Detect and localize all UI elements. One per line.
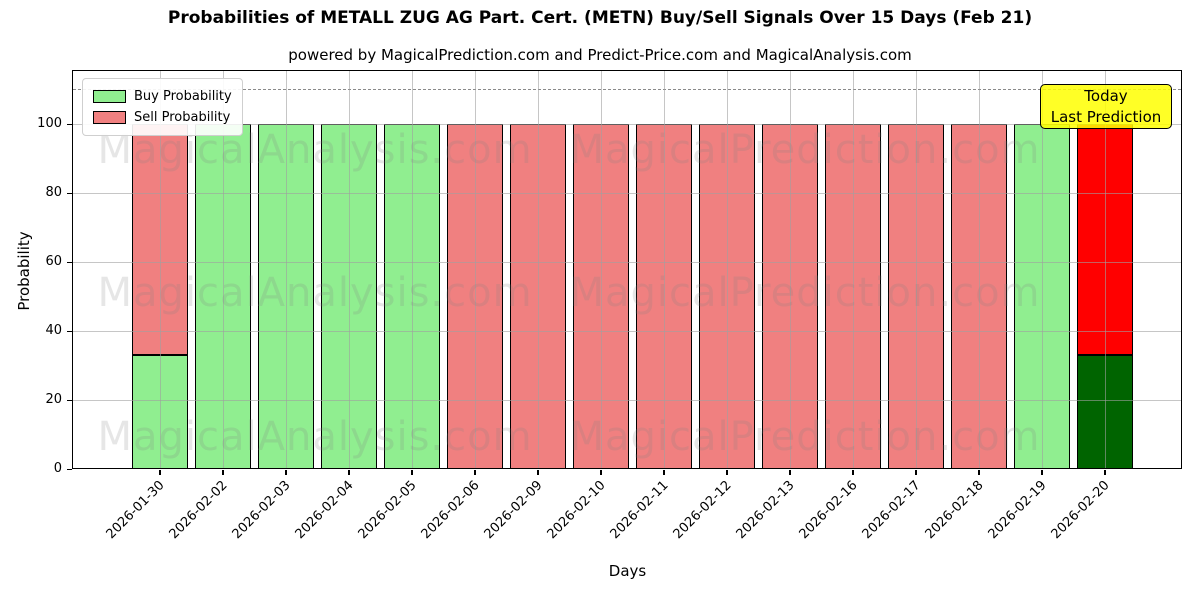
gridline-y-80 — [73, 193, 1181, 194]
watermark-0-1: MagicalPrediction.com — [569, 127, 1041, 173]
gridline-y-60 — [73, 262, 1181, 263]
xtick-label-2026-02-06: 2026-02-06 — [418, 478, 483, 543]
legend-item-buy: Buy Probability — [93, 86, 232, 107]
legend: Buy Probability Sell Probability — [82, 78, 243, 136]
xtick-label-2026-02-16: 2026-02-16 — [796, 478, 861, 543]
chart-title: Probabilities of METALL ZUG AG Part. Cer… — [167, 8, 1033, 28]
ytick-label-40: 40 — [45, 323, 62, 338]
xtick-2026-02-09 — [537, 470, 539, 475]
gridline-x-2026-02-18 — [979, 71, 980, 468]
gridline-x-2026-02-03 — [286, 71, 287, 468]
ytick-60 — [67, 261, 72, 263]
xtick-label-2026-02-13: 2026-02-13 — [733, 478, 798, 543]
xtick-2026-02-12 — [726, 470, 728, 475]
gridline-x-2026-01-30 — [160, 71, 161, 468]
ytick-label-80: 80 — [45, 185, 62, 200]
gridline-x-2026-02-12 — [727, 71, 728, 468]
gridline-y-40 — [73, 331, 1181, 332]
xtick-2026-02-02 — [222, 470, 224, 475]
xtick-label-2026-02-20: 2026-02-20 — [1048, 478, 1113, 543]
ytick-label-60: 60 — [45, 254, 62, 269]
xtick-label-2026-01-30: 2026-01-30 — [103, 478, 168, 543]
y-axis-label: Probability — [15, 231, 33, 311]
xtick-label-2026-02-09: 2026-02-09 — [481, 478, 546, 543]
gridline-x-2026-02-05 — [412, 71, 413, 468]
xtick-2026-02-17 — [915, 470, 917, 475]
xtick-label-2026-02-11: 2026-02-11 — [607, 478, 672, 543]
xtick-label-2026-02-04: 2026-02-04 — [292, 478, 357, 543]
gridline-x-2026-02-04 — [349, 71, 350, 468]
legend-buy-swatch — [93, 90, 126, 103]
ytick-80 — [67, 192, 72, 194]
ytick-20 — [67, 399, 72, 401]
xtick-2026-02-19 — [1041, 470, 1043, 475]
xtick-label-2026-02-10: 2026-02-10 — [544, 478, 609, 543]
chart-subtitle: powered by MagicalPrediction.com and Pre… — [288, 46, 912, 64]
today-annotation-line2: Last Prediction — [1050, 108, 1162, 126]
xtick-label-2026-02-18: 2026-02-18 — [922, 478, 987, 543]
legend-sell-label: Sell Probability — [134, 110, 231, 125]
xtick-label-2026-02-12: 2026-02-12 — [670, 478, 735, 543]
gridline-x-2026-02-02 — [223, 71, 224, 468]
gridline-x-2026-02-17 — [916, 71, 917, 468]
threshold-dashed-line — [73, 89, 1181, 90]
ytick-40 — [67, 330, 72, 332]
gridline-x-2026-02-19 — [1042, 71, 1043, 468]
gridline-x-2026-02-20 — [1105, 71, 1106, 468]
xtick-2026-02-06 — [474, 470, 476, 475]
gridline-y-100 — [73, 124, 1181, 125]
xtick-2026-02-04 — [348, 470, 350, 475]
ytick-label-20: 20 — [45, 392, 62, 407]
gridline-y-20 — [73, 400, 1181, 401]
xtick-label-2026-02-17: 2026-02-17 — [859, 478, 924, 543]
legend-buy-label: Buy Probability — [134, 89, 232, 104]
ytick-label-100: 100 — [37, 116, 62, 131]
xtick-2026-02-18 — [978, 470, 980, 475]
gridline-x-2026-02-16 — [853, 71, 854, 468]
xtick-2026-02-16 — [852, 470, 854, 475]
xtick-2026-01-30 — [159, 470, 161, 475]
watermark-1-1: MagicalPrediction.com — [569, 270, 1041, 316]
legend-sell-swatch — [93, 111, 126, 124]
xtick-2026-02-13 — [789, 470, 791, 475]
xtick-2026-02-03 — [285, 470, 287, 475]
xtick-label-2026-02-02: 2026-02-02 — [166, 478, 231, 543]
xtick-label-2026-02-03: 2026-02-03 — [229, 478, 294, 543]
xtick-label-2026-02-19: 2026-02-19 — [985, 478, 1050, 543]
x-axis-label: Days — [608, 562, 647, 580]
gridline-x-2026-02-06 — [475, 71, 476, 468]
watermark-1-0: MagicalAnalysis.com — [97, 270, 533, 316]
xtick-2026-02-05 — [411, 470, 413, 475]
today-annotation: Today Last Prediction — [1040, 84, 1172, 129]
xtick-2026-02-20 — [1104, 470, 1106, 475]
ytick-0 — [67, 468, 72, 470]
watermark-2-0: MagicalAnalysis.com — [97, 414, 533, 460]
today-annotation-line1: Today — [1084, 87, 1128, 105]
ytick-100 — [67, 123, 72, 125]
gridline-x-2026-02-13 — [790, 71, 791, 468]
watermark-2-1: MagicalPrediction.com — [569, 414, 1041, 460]
gridline-x-2026-02-10 — [601, 71, 602, 468]
legend-item-sell: Sell Probability — [93, 107, 232, 128]
ytick-label-0: 0 — [53, 461, 62, 476]
xtick-2026-02-11 — [663, 470, 665, 475]
gridline-x-2026-02-11 — [664, 71, 665, 468]
xtick-2026-02-10 — [600, 470, 602, 475]
gridline-x-2026-02-09 — [538, 71, 539, 468]
xtick-label-2026-02-05: 2026-02-05 — [355, 478, 420, 543]
